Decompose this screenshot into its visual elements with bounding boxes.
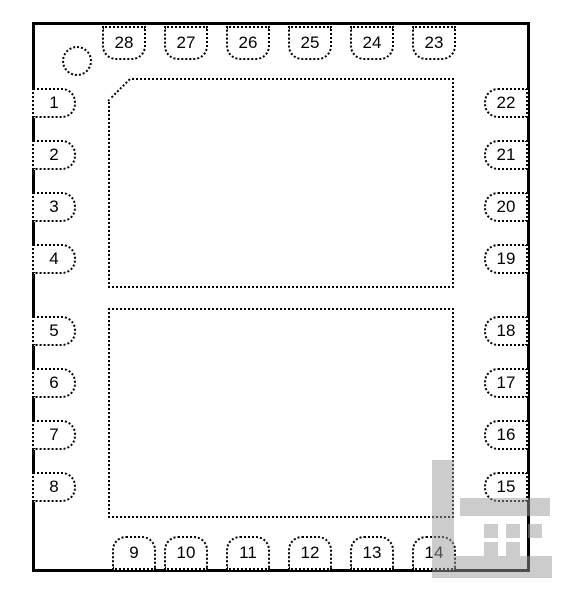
pin-17: 17	[484, 368, 528, 398]
pin-3: 3	[32, 192, 76, 222]
pin-6: 6	[32, 368, 76, 398]
pin-20: 20	[484, 192, 528, 222]
pin-28: 28	[102, 26, 146, 60]
pin-8: 8	[32, 472, 76, 502]
watermark-logo	[432, 460, 562, 590]
pin-27: 27	[164, 26, 208, 60]
thermal-pad-1	[108, 78, 454, 288]
pin1-marker	[62, 46, 92, 76]
pin-26: 26	[226, 26, 270, 60]
pin-25: 25	[288, 26, 332, 60]
pin-16: 16	[484, 420, 528, 450]
thermal-pad-2	[108, 308, 454, 518]
pin-5: 5	[32, 316, 76, 346]
pin-11: 11	[226, 536, 270, 570]
pin-19: 19	[484, 244, 528, 274]
pin-24: 24	[350, 26, 394, 60]
pin-9: 9	[112, 536, 156, 570]
pin-1: 1	[32, 88, 76, 118]
pin-22: 22	[484, 88, 528, 118]
pin-2: 2	[32, 140, 76, 170]
pin-4: 4	[32, 244, 76, 274]
pin-10: 10	[164, 536, 208, 570]
pin-12: 12	[288, 536, 332, 570]
pin-13: 13	[350, 536, 394, 570]
pin-21: 21	[484, 140, 528, 170]
pin-18: 18	[484, 316, 528, 346]
pin-7: 7	[32, 420, 76, 450]
pin-23: 23	[412, 26, 456, 60]
